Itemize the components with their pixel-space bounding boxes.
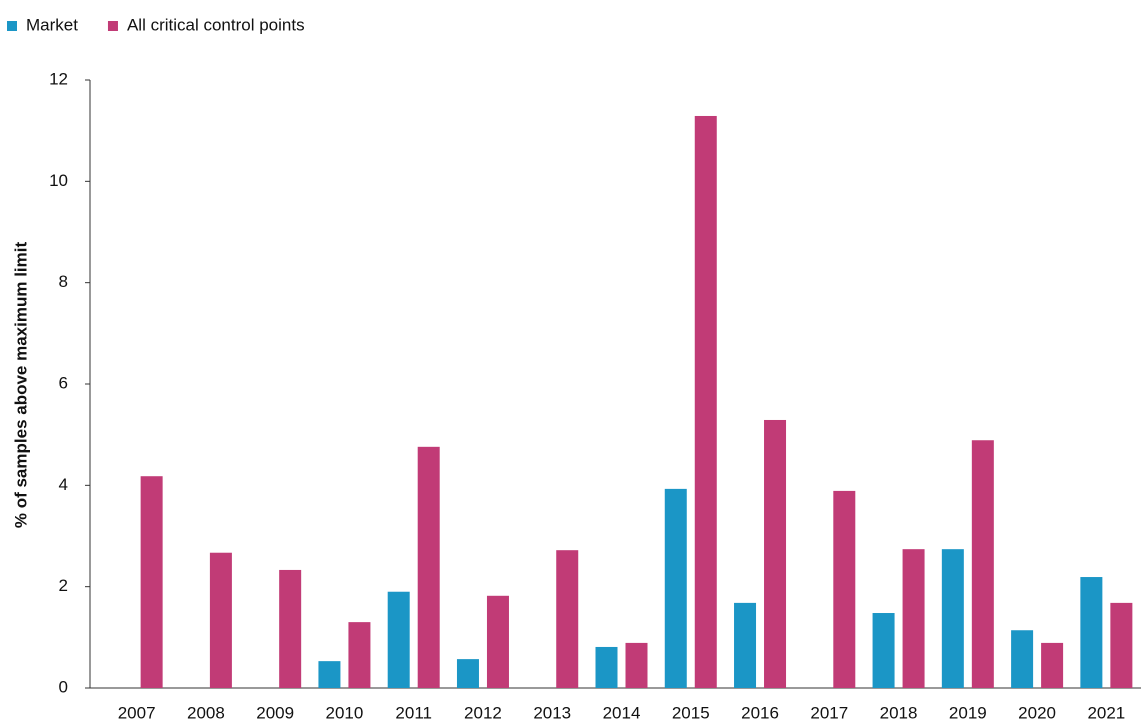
bar [902,549,925,688]
x-tick-label: 2021 [1087,703,1125,722]
x-tick-label: 2018 [880,703,918,722]
bar [971,440,994,688]
x-tick-label: 2014 [603,703,641,722]
y-tick-label: 6 [59,373,68,392]
bar [209,552,232,688]
x-tick-label: 2009 [256,703,294,722]
x-tick-label: 2017 [810,703,848,722]
y-tick-label: 12 [49,69,68,88]
x-tick-label: 2012 [464,703,502,722]
y-tick-label: 0 [59,677,68,696]
x-tick-label: 2016 [741,703,779,722]
x-tick-label: 2015 [672,703,710,722]
legend-swatch [7,21,17,31]
bar [941,549,964,688]
x-tick-label: 2020 [1018,703,1056,722]
bar [318,661,341,688]
bar [556,550,579,688]
bar [1080,577,1103,688]
bar [595,646,618,688]
bar [279,569,302,688]
bar [140,476,163,688]
legend-swatch [107,21,118,31]
bar [694,115,717,689]
y-axis-label: % of samples above maximum limit [11,242,30,529]
x-tick-label: 2013 [533,703,571,722]
legend-label: All critical control points [127,15,305,34]
bar [1041,642,1064,688]
x-tick-label: 2019 [949,703,987,722]
bar [486,595,509,688]
y-tick-label: 4 [59,475,68,494]
bar [456,659,479,688]
bar [348,622,371,688]
y-tick-label: 2 [59,576,68,595]
legend-label: Market [26,15,78,34]
y-tick-label: 8 [59,272,68,291]
bar [734,602,757,688]
y-tick-label: 10 [49,171,68,190]
bar [417,446,440,688]
x-tick-label: 2010 [326,703,364,722]
bar [764,419,787,688]
bar [625,642,648,688]
x-tick-label: 2007 [118,703,156,722]
bar [872,613,895,688]
bar [387,591,410,688]
x-tick-label: 2011 [395,703,432,722]
bar [1110,602,1133,688]
x-tick-label: 2008 [187,703,225,722]
bar [833,490,856,688]
bar [1011,630,1034,688]
bar [664,488,687,688]
